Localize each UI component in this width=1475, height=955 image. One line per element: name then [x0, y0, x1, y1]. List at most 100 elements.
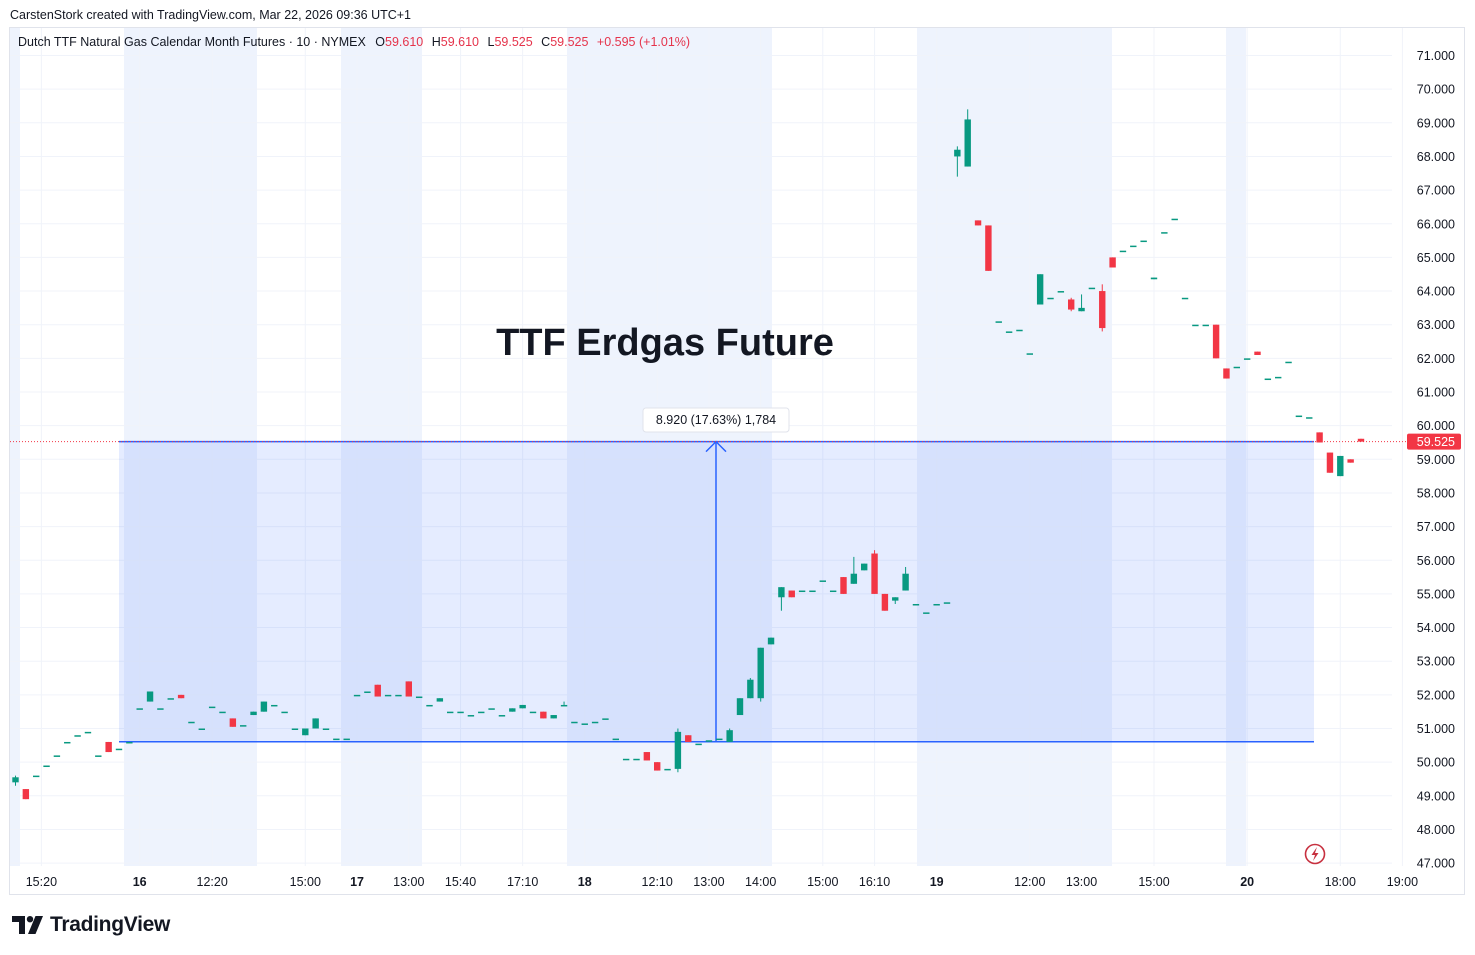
candle	[892, 597, 899, 604]
candle	[902, 566, 909, 591]
candle	[954, 146, 961, 177]
candle	[126, 741, 133, 744]
candle	[1088, 287, 1096, 290]
candle-body	[478, 711, 485, 714]
candle	[198, 728, 205, 730]
candle-body	[1192, 324, 1199, 327]
candle-body	[447, 711, 454, 714]
candle	[177, 694, 185, 699]
candle-body	[685, 735, 692, 742]
x-tick-label: 13:00	[393, 875, 424, 889]
candle-body	[1254, 351, 1261, 355]
candle-body	[695, 743, 702, 746]
candle	[788, 590, 795, 598]
x-tick-label: 18	[578, 875, 592, 889]
lightning-icon[interactable]	[1304, 843, 1326, 865]
candle-body	[364, 691, 371, 693]
candle-body	[550, 715, 557, 719]
candle-body	[291, 728, 299, 730]
y-tick-label: 56.000	[1417, 554, 1455, 568]
candle-body	[674, 731, 682, 769]
candle-body	[819, 580, 826, 582]
candle-body	[136, 708, 143, 710]
candle	[1140, 240, 1147, 243]
candle-body	[964, 119, 971, 167]
candle-body	[157, 708, 164, 710]
tradingview-brand[interactable]: TradingView	[12, 912, 170, 938]
candle-body	[540, 711, 547, 719]
candle-body	[1036, 274, 1044, 305]
candle	[1202, 324, 1209, 327]
candle-body	[923, 612, 930, 614]
candle-body	[436, 698, 444, 702]
candle	[705, 740, 713, 742]
candle	[1130, 245, 1137, 248]
candle-body	[1005, 331, 1013, 333]
candle	[53, 755, 61, 757]
candle	[664, 768, 671, 771]
candle	[654, 762, 661, 771]
y-tick-label: 55.000	[1417, 587, 1455, 601]
candle-body	[312, 718, 319, 729]
y-tick-label: 70.000	[1417, 83, 1455, 97]
candle	[923, 612, 930, 614]
y-tick-label: 57.000	[1417, 520, 1455, 534]
y-tick-label: 61.000	[1417, 386, 1455, 400]
x-tick-label: 14:00	[745, 875, 776, 889]
x-tick-label: 15:00	[807, 875, 838, 889]
candle	[1119, 250, 1127, 253]
candle-body	[1057, 291, 1065, 293]
candle-body	[126, 741, 133, 744]
candle-body	[1181, 297, 1189, 300]
candle-body	[1316, 432, 1323, 443]
candle-body	[560, 704, 568, 707]
candle	[64, 741, 71, 744]
candle	[415, 696, 423, 699]
candle	[964, 109, 971, 167]
candle-body	[716, 738, 723, 741]
candle-body	[12, 777, 19, 783]
candle-body	[1202, 324, 1209, 327]
candle-body	[747, 679, 754, 699]
candle	[1212, 324, 1220, 359]
candle	[519, 704, 526, 709]
candle	[1243, 358, 1251, 360]
candle	[208, 706, 216, 709]
session-band	[1226, 28, 1246, 866]
candle-body	[384, 694, 392, 697]
candle-body	[643, 752, 651, 761]
candle	[809, 590, 816, 593]
last-price-label-text: 59.525	[1417, 435, 1455, 449]
candle-body	[1078, 307, 1085, 312]
candle-body	[115, 748, 123, 751]
candle	[612, 738, 619, 741]
candle	[529, 711, 537, 714]
x-tick-label: 13:00	[693, 875, 724, 889]
candle	[1264, 378, 1272, 381]
candle-body	[146, 691, 154, 702]
candle	[767, 637, 775, 645]
candle-body	[1295, 415, 1303, 418]
candle	[591, 721, 599, 724]
candle-body	[571, 721, 578, 724]
candle	[560, 701, 568, 707]
legend-open-label: O	[375, 35, 386, 49]
candle-body	[208, 706, 216, 709]
candle-body	[240, 725, 247, 727]
candle-body	[22, 789, 30, 800]
x-tick-label: 15:00	[1138, 875, 1169, 889]
x-tick-label: 12:20	[197, 875, 228, 889]
candle-body	[829, 590, 837, 593]
candle	[12, 775, 19, 786]
candle-body	[612, 738, 619, 741]
candle	[995, 321, 1002, 323]
y-tick-label: 65.000	[1417, 251, 1455, 265]
tradingview-wordmark: TradingView	[50, 913, 171, 936]
candle	[219, 711, 226, 714]
candle-body	[250, 711, 257, 716]
candle-body	[415, 696, 423, 699]
candle-body	[881, 593, 889, 611]
y-tick-label: 60.000	[1417, 419, 1455, 433]
candle-body	[871, 553, 878, 594]
